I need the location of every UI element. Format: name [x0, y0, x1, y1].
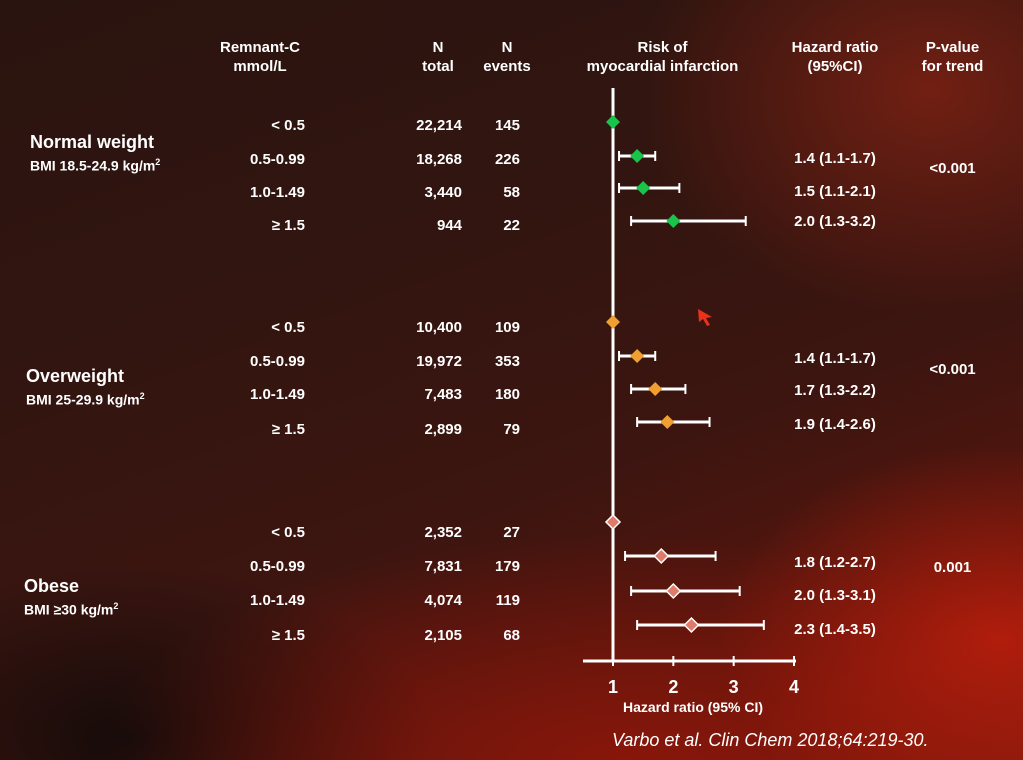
hazard-ratio-cell: 1.4 (1.1-1.7) [794, 350, 876, 367]
group-bmi: BMI 25-29.9 kg/m2 [26, 391, 145, 408]
category-cell: 1.0-1.49 [249, 386, 305, 403]
category-cell: ≥ 1.5 [271, 421, 305, 438]
hazard-ratio-marker [660, 415, 675, 429]
header-p-value: P-value for trend [921, 39, 984, 75]
cursor-arrow-icon [698, 309, 712, 326]
hazard-ratio-marker [604, 513, 622, 531]
category-cell: 0.5-0.99 [249, 151, 305, 168]
hazard-ratio-cell: 1.5 (1.1-2.1) [794, 183, 876, 200]
n-events-cell: 68 [503, 627, 520, 644]
hazard-ratio-marker [630, 149, 645, 163]
hazard-ratio-cell: 1.4 (1.1-1.7) [794, 150, 876, 167]
hazard-ratio-marker [606, 115, 620, 129]
n-events-cell: 22 [503, 217, 520, 234]
category-cell: 1.0-1.49 [249, 592, 305, 609]
hazard-ratio-cell: 1.7 (1.3-2.2) [794, 382, 876, 399]
n-events-cell: 179 [494, 558, 520, 575]
category-cell: < 0.5 [271, 117, 305, 134]
n-total-cell: 2,105 [424, 627, 462, 644]
hazard-ratio-marker [606, 315, 620, 329]
header-hazard-ratio: Hazard ratio (95%CI) [791, 39, 879, 75]
category-cell: ≥ 1.5 [271, 627, 305, 644]
n-events-cell: 145 [494, 117, 520, 134]
n-events-cell: 79 [503, 421, 520, 438]
n-events-cell: 27 [503, 524, 520, 541]
header-risk: Risk of myocardial infarction [586, 39, 739, 75]
n-events-cell: 226 [494, 151, 520, 168]
n-total-cell: 2,352 [424, 524, 462, 541]
x-tick-label: 4 [789, 677, 799, 697]
group-obese-label: Obese BMI ≥30 kg/m2 [24, 576, 118, 618]
n-total-cell: 7,483 [424, 386, 462, 403]
group-bmi: BMI ≥30 kg/m2 [24, 601, 119, 618]
citation: Varbo et al. Clin Chem 2018;64:219-30. [612, 730, 929, 750]
p-value-cell: <0.001 [929, 361, 976, 378]
n-total-cell: 4,074 [424, 592, 462, 609]
n-total-cell: 10,400 [416, 319, 462, 336]
group-bmi: BMI 18.5-24.9 kg/m2 [30, 157, 161, 174]
n-total-cell: 18,268 [416, 151, 462, 168]
category-cell: ≥ 1.5 [271, 217, 305, 234]
n-total-cell: 22,214 [416, 117, 462, 134]
p-value-cell: <0.001 [929, 160, 976, 177]
hazard-ratio-cell: 2.0 (1.3-3.1) [794, 587, 876, 604]
n-events-cell: 353 [494, 353, 520, 370]
group-normal-weight-label: Normal weight BMI 18.5-24.9 kg/m2 [30, 132, 160, 174]
hazard-ratio-marker [630, 349, 645, 363]
header-remnant: Remnant-C mmol/L [219, 39, 300, 75]
hazard-ratio-marker [683, 616, 700, 634]
hazard-ratio-cell: 2.0 (1.3-3.2) [794, 213, 876, 230]
hazard-ratio-marker [665, 582, 682, 600]
hazard-ratio-marker [636, 181, 651, 195]
x-tick-label: 1 [608, 677, 618, 697]
n-total-cell: 2,899 [424, 421, 462, 438]
group-name: Overweight [26, 366, 125, 386]
category-cell: 0.5-0.99 [249, 353, 305, 370]
n-events-cell: 58 [503, 184, 520, 201]
category-cell: 1.0-1.49 [249, 184, 305, 201]
n-events-cell: 180 [494, 386, 520, 403]
n-total-cell: 19,972 [416, 353, 462, 370]
n-total-cell: 7,831 [424, 558, 462, 575]
hazard-ratio-cell: 1.9 (1.4-2.6) [794, 416, 876, 433]
n-total-cell: 3,440 [424, 184, 462, 201]
hazard-ratio-cell: 1.8 (1.2-2.7) [794, 554, 876, 571]
group-name: Obese [24, 576, 80, 596]
p-value-cell: 0.001 [933, 559, 972, 576]
hazard-ratio-marker [653, 547, 670, 565]
hazard-ratio-marker [648, 382, 663, 396]
category-cell: 0.5-0.99 [249, 558, 305, 575]
hazard-ratio-marker [666, 214, 681, 228]
x-tick-label: 2 [668, 677, 678, 697]
group-overweight-label: Overweight BMI 25-29.9 kg/m2 [26, 366, 145, 408]
group-name: Normal weight [30, 132, 155, 152]
n-events-cell: 109 [494, 319, 520, 336]
category-cell: < 0.5 [271, 319, 305, 336]
n-total-cell: 944 [436, 217, 462, 234]
n-events-cell: 119 [495, 592, 520, 609]
x-tick-label: 3 [729, 677, 739, 697]
hazard-ratio-cell: 2.3 (1.4-3.5) [794, 621, 876, 638]
category-cell: < 0.5 [271, 524, 305, 541]
x-axis-label: Hazard ratio (95% CI) [623, 699, 763, 715]
